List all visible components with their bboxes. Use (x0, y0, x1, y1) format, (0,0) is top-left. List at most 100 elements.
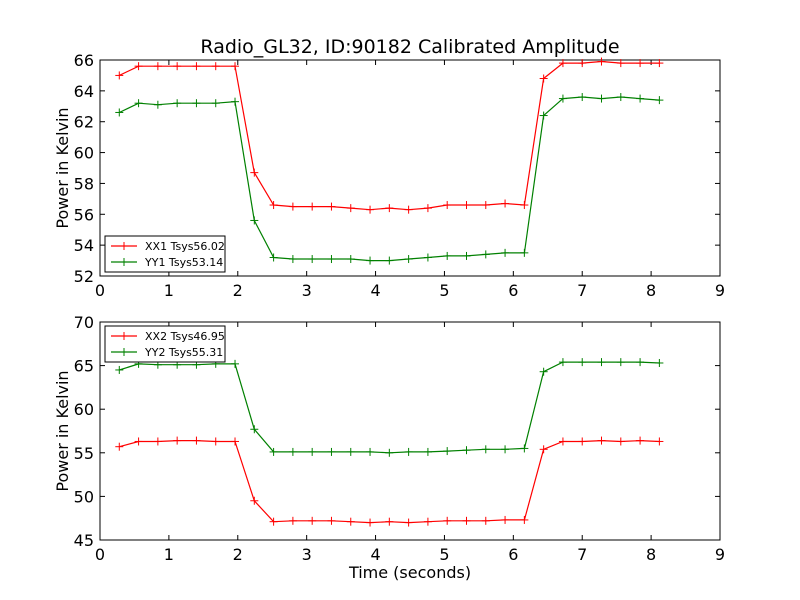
data-point (153, 100, 162, 109)
data-point (501, 199, 510, 208)
data-point (636, 94, 645, 103)
x-tick-label: 5 (439, 545, 449, 564)
data-point (655, 437, 664, 446)
data-point (115, 108, 124, 117)
data-point (134, 62, 143, 71)
data-point (539, 111, 548, 120)
data-point (501, 445, 510, 454)
data-point (231, 62, 240, 71)
data-point (597, 94, 606, 103)
data-point (192, 99, 201, 108)
data-point (520, 248, 529, 257)
y-tick-label: 50 (74, 487, 94, 506)
data-point (597, 436, 606, 445)
data-point (327, 447, 336, 456)
legend-box (104, 235, 226, 273)
data-point (616, 59, 625, 68)
data-point (231, 437, 240, 446)
data-point (366, 256, 375, 265)
data-point (288, 516, 297, 525)
data-point (173, 436, 182, 445)
data-point (443, 516, 452, 525)
data-point (578, 59, 587, 68)
data-point (250, 425, 259, 434)
data-point (211, 437, 220, 446)
data-point (192, 62, 201, 71)
data-point (288, 202, 297, 211)
data-point (250, 496, 259, 505)
data-point (423, 253, 432, 262)
data-point (385, 204, 394, 213)
y-tick-label: 64 (74, 82, 94, 101)
data-point (327, 255, 336, 264)
data-point (501, 248, 510, 257)
x-axis-title: Time (seconds) (348, 563, 471, 582)
y-tick-label: 60 (74, 144, 94, 163)
data-point (597, 358, 606, 367)
plot-frame (99, 59, 721, 277)
data-point (153, 437, 162, 446)
data-point (655, 59, 664, 68)
data-point (462, 516, 471, 525)
data-point (153, 62, 162, 71)
data-point (539, 74, 548, 83)
data-point (308, 516, 317, 525)
data-point (211, 62, 220, 71)
data-point (250, 216, 259, 225)
data-point (616, 93, 625, 102)
data-point (231, 359, 240, 368)
data-point (558, 94, 567, 103)
y-tick-label: 62 (74, 113, 94, 132)
data-point (558, 437, 567, 446)
data-point (385, 517, 394, 526)
data-point (308, 255, 317, 264)
data-point (462, 201, 471, 210)
legend-box (104, 325, 226, 363)
data-point (134, 99, 143, 108)
data-point (558, 358, 567, 367)
legend-label: YY2 Tsys55.31 (144, 346, 223, 359)
data-point (115, 71, 124, 80)
x-tick-label: 8 (646, 545, 656, 564)
data-point (115, 442, 124, 451)
y-axis-title: Power in Kelvin (53, 370, 72, 491)
data-point (655, 96, 664, 105)
data-point (346, 255, 355, 264)
y-tick-label: 58 (74, 174, 94, 193)
y-tick-label: 60 (74, 400, 94, 419)
data-point (520, 444, 529, 453)
data-point (288, 255, 297, 264)
y-tick-label: 54 (74, 236, 94, 255)
plot-frame (99, 321, 721, 541)
x-tick-label: 3 (302, 545, 312, 564)
data-point (481, 445, 490, 454)
data-point (366, 518, 375, 527)
data-point (443, 447, 452, 456)
data-point (327, 516, 336, 525)
data-point (192, 436, 201, 445)
y-tick-label: 52 (74, 267, 94, 286)
data-point (231, 97, 240, 106)
x-tick-label: 7 (577, 545, 587, 564)
chart-title: Radio_GL32, ID:90182 Calibrated Amplitud… (200, 36, 619, 58)
y-tick-label: 70 (74, 313, 94, 332)
data-point (308, 447, 317, 456)
data-point (481, 516, 490, 525)
data-point (173, 62, 182, 71)
data-point (385, 256, 394, 265)
legend: XX1 Tsys56.02 YY1 Tsys53.14 (104, 235, 226, 273)
data-point (578, 93, 587, 102)
x-tick-label: 9 (715, 545, 725, 564)
x-tick-label: 1 (164, 281, 174, 300)
data-point (134, 437, 143, 446)
x-tick-label: 3 (302, 281, 312, 300)
x-tick-label: 9 (715, 281, 725, 300)
data-point (404, 447, 413, 456)
data-point (597, 57, 606, 66)
data-point (481, 250, 490, 259)
data-point (539, 367, 548, 376)
data-point (404, 518, 413, 527)
